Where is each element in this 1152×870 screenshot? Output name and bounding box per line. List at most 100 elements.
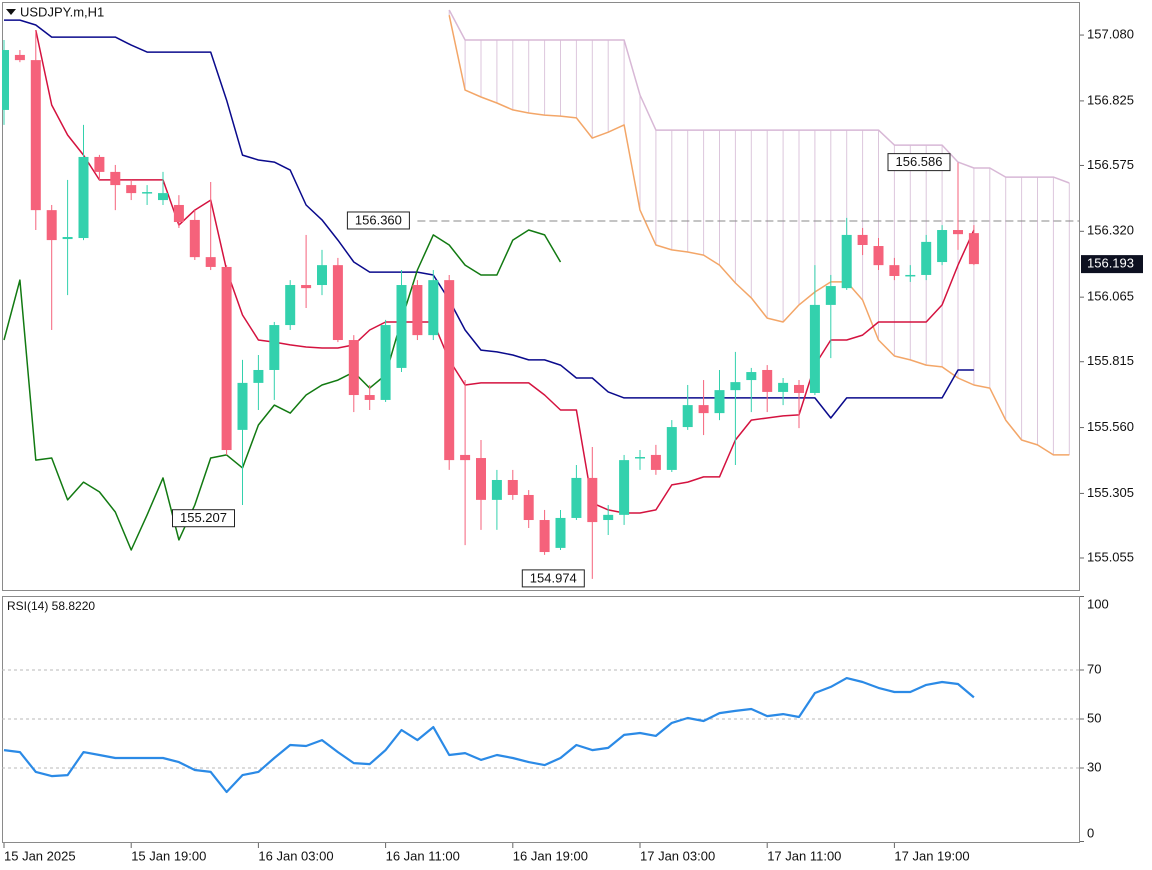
candle-body <box>523 494 534 521</box>
candle-body <box>905 274 916 277</box>
pivot-label-box <box>887 153 951 172</box>
x-tick-label: 15 Jan 2025 <box>4 848 76 863</box>
candle-body <box>2 50 9 110</box>
y-tick-label: 30 <box>1087 759 1101 774</box>
y-tick-label: 156.575 <box>1087 157 1134 172</box>
candle-body <box>730 382 741 391</box>
pivot-label-box <box>172 509 235 528</box>
candle-body <box>253 369 264 383</box>
candle-body <box>873 246 884 266</box>
candle-body <box>841 234 852 289</box>
x-tick-label: 16 Jan 19:00 <box>513 848 588 863</box>
candle-body <box>953 230 963 235</box>
y-tick-label: 70 <box>1087 661 1101 676</box>
candle-body <box>794 384 804 393</box>
x-tick-label: 16 Jan 03:00 <box>258 848 333 863</box>
y-tick-label: 50 <box>1087 710 1101 725</box>
candle-body <box>476 458 486 500</box>
candle-body <box>603 514 614 521</box>
y-tick-label: 156.065 <box>1087 289 1134 304</box>
y-tick-label: 155.305 <box>1087 485 1134 500</box>
price-plot: 155.207 156.360 154.974 156.586 <box>2 9 1080 588</box>
candle-body <box>857 234 868 245</box>
candle-body <box>491 479 502 500</box>
candle-body <box>380 325 391 400</box>
y-tick-label: 157.080 <box>1087 26 1134 41</box>
pivot-label: 154.974 <box>530 570 577 585</box>
candle-body <box>30 60 41 211</box>
candle-body <box>269 325 280 370</box>
candle-body <box>555 517 566 548</box>
rsi-title: RSI(14) 58.8220 <box>7 599 95 613</box>
candle-body <box>666 427 677 470</box>
candle-body <box>539 520 550 553</box>
candle-body <box>332 265 343 341</box>
candle-body <box>158 193 168 201</box>
candle-body <box>587 477 598 523</box>
candle-body <box>94 156 105 172</box>
pivot-label-box <box>521 569 585 588</box>
rsi-line <box>3 677 975 794</box>
price-tag-box <box>1081 255 1143 274</box>
rsi-plot <box>2 669 1080 794</box>
candle-body <box>571 477 582 518</box>
candle-body <box>348 340 359 396</box>
x-tick-label: 15 Jan 19:00 <box>131 848 206 863</box>
axes: 157.080 156.825 156.575 156.320 156.065 155.8… <box>3 26 1143 863</box>
cloud-edge <box>448 15 1070 456</box>
candle-body <box>809 304 820 393</box>
symbol-menu-arrow[interactable] <box>6 9 16 15</box>
candle-body <box>396 285 407 368</box>
candle-body <box>650 454 661 470</box>
candle-body <box>110 171 121 186</box>
pivot-label: 156.586 <box>896 154 943 169</box>
candle-body <box>460 454 471 461</box>
candle-body <box>428 280 439 336</box>
candle-body <box>14 54 25 61</box>
candle-body <box>221 266 232 451</box>
pivot-label-box <box>346 211 410 230</box>
candle-body <box>364 395 375 400</box>
x-tick-label: 17 Jan 03:00 <box>640 848 715 863</box>
candle-body <box>746 372 757 381</box>
candle-body <box>825 286 836 305</box>
pivot-label: 156.360 <box>355 212 402 227</box>
chart-title: USDJPY.m,H1 <box>20 4 104 19</box>
y-tick-label: 155.815 <box>1087 353 1134 368</box>
candle-body <box>285 285 296 326</box>
candle-body <box>46 210 57 241</box>
candle-body <box>205 257 216 267</box>
candle-body <box>714 390 725 414</box>
candle-body <box>682 405 693 428</box>
candle-body <box>189 219 200 258</box>
indicator-line <box>3 229 562 551</box>
x-tick-label: 17 Jan 11:00 <box>767 848 841 863</box>
candle-body <box>778 382 789 392</box>
y-tick-label: 100 <box>1087 596 1109 611</box>
candle-body <box>698 405 709 414</box>
y-tick-label: 156.320 <box>1087 223 1134 238</box>
y-tick-label: 155.055 <box>1087 549 1134 564</box>
candle-body <box>126 185 137 194</box>
candle-body <box>444 280 455 461</box>
pivot-label: 155.207 <box>180 510 227 525</box>
x-tick-label: 17 Jan 19:00 <box>894 848 969 863</box>
candle-body <box>173 204 184 223</box>
candle-body <box>921 241 932 275</box>
indicator-line <box>4 19 974 419</box>
candle-body <box>619 460 630 515</box>
candle-body <box>968 233 979 265</box>
y-tick-label: 155.560 <box>1087 419 1134 434</box>
y-tick-label: 0 <box>1087 825 1094 840</box>
candle-body <box>237 382 248 430</box>
candle-body <box>62 236 73 240</box>
cloud-edge <box>448 9 1070 184</box>
candle-body <box>635 457 645 459</box>
y-tick-label: 156.825 <box>1087 92 1134 107</box>
candle-body <box>142 192 153 194</box>
candle-body <box>507 479 518 495</box>
candle-body <box>937 230 948 263</box>
candle-body <box>762 369 773 392</box>
